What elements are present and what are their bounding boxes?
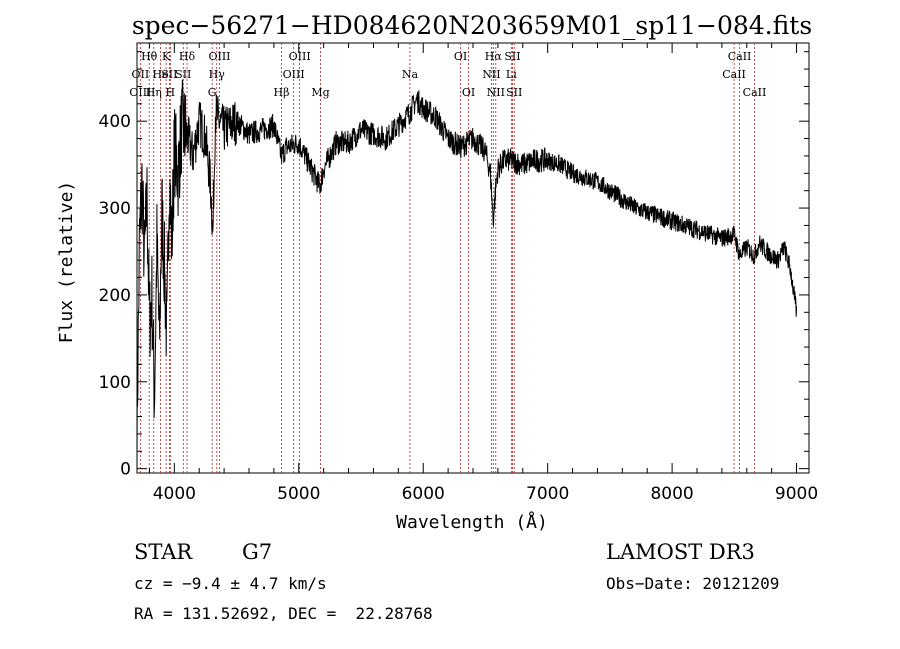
line-marker-label: K [162,50,171,63]
y-tick-label: 100 [99,373,131,393]
line-marker-label: Hθ [141,50,158,63]
x-tick-label: 5000 [277,484,320,504]
spectrum-line [136,79,798,469]
spectral-subclass: G7 [242,540,273,564]
line-marker-label: SII [175,68,191,81]
x-tick-label: 7000 [526,484,569,504]
line-marker-label: CaII [722,68,746,81]
line-marker-label: CaII [728,50,752,63]
object-type: STAR [134,540,193,564]
observation-date: Obs−Date: 20121209 [606,574,780,593]
line-marker-label: Hγ [209,68,226,81]
line-marker-label: G [208,86,217,99]
x-tick-label: 8000 [650,484,693,504]
line-marker-label: Mg [311,86,329,99]
y-axis-ticks: 0 100 200 300 400 [99,51,809,480]
x-tick-label: 4000 [153,484,196,504]
line-marker-label: OIII [289,50,311,63]
coordinates-readout: RA = 131.52692, DEC = 22.28768 [134,604,433,623]
y-axis-label: Flux (relative) [56,181,77,344]
line-marker-label: OIII [129,86,151,99]
line-marker-label: OII [132,68,150,81]
line-marker-label: Hη [146,86,162,99]
line-marker-label: CaII [743,86,767,99]
y-tick-label: 200 [99,286,131,306]
redshift-readout: cz = −9.4 ± 4.7 km/s [134,574,327,593]
y-tick-label: 400 [99,112,131,132]
survey-name: LAMOST DR3 [606,540,755,564]
plot-frame [136,42,810,474]
line-marker-label: H [166,86,176,99]
x-tick-label: 6000 [402,484,445,504]
line-marker-label: Hα [485,50,503,63]
x-axis-ticks: 4000 5000 6000 7000 8000 9000 [148,43,818,504]
line-marker-label: Hβ [274,86,290,99]
line-marker-label: Na [402,68,419,81]
x-tick-label: 9000 [775,484,818,504]
line-marker-label: OIII [208,50,230,63]
chart-title: spec−56271−HD084620N203659M01_sp11−084.f… [132,11,812,40]
x-axis-label: Wavelength (Å) [396,511,548,533]
line-marker-label: He [152,68,168,81]
line-marker-label: OI [462,86,475,99]
line-marker-label: Li [506,68,517,81]
line-marker-label: NII [487,86,505,99]
line-marker-label: Hδ [179,50,196,63]
line-marker-label: OIII [283,68,305,81]
line-marker-label: NII [482,68,500,81]
line-marker-label: OI [454,50,467,63]
line-marker-label: SII [504,50,520,63]
line-marker-label: SII [506,86,522,99]
y-tick-label: 0 [120,460,131,480]
y-tick-label: 300 [99,199,131,219]
emission-line-labels: HθOIIOIIIHηHeKSIIHHδSIIOIIIHγGOIIIOIIIHβ… [129,50,766,99]
line-marker-label: SII [161,68,177,81]
